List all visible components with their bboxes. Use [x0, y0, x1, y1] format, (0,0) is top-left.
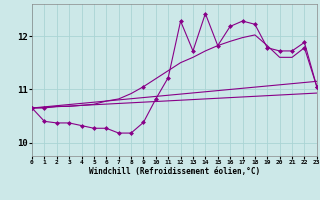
- X-axis label: Windchill (Refroidissement éolien,°C): Windchill (Refroidissement éolien,°C): [89, 167, 260, 176]
